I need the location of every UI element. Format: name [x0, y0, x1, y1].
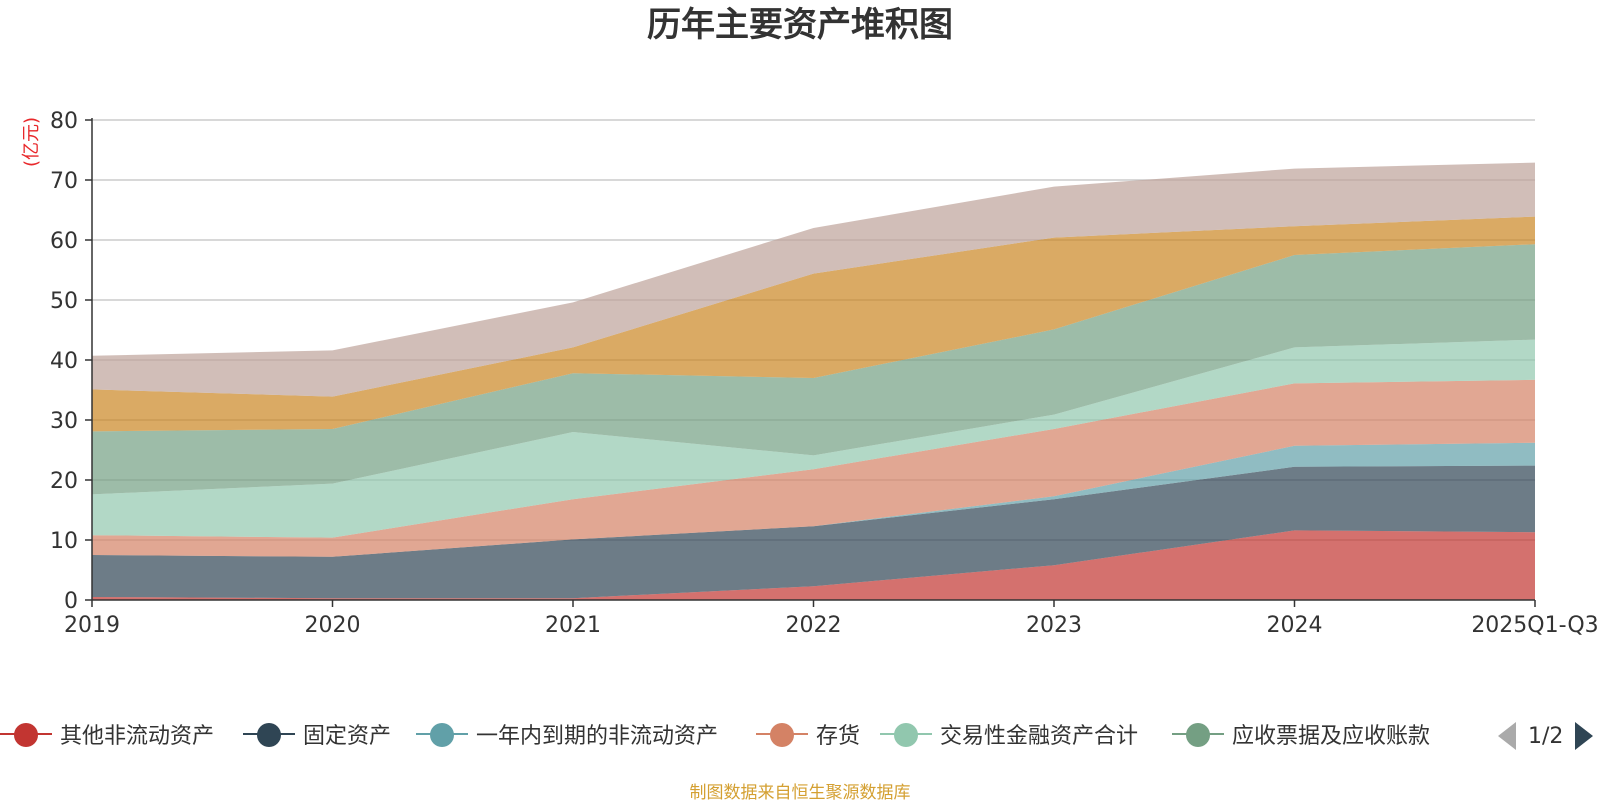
area-series-8[interactable]	[92, 162, 1535, 397]
y-tick-label: 60	[50, 229, 78, 254]
legend-label: 固定资产	[303, 724, 392, 749]
y-tick-label: 80	[50, 109, 78, 134]
legend-marker-icon	[0, 714, 52, 754]
y-axis-unit-label: (亿元)	[21, 117, 42, 167]
legend: 其他非流动资产 固定资产 一年内到期的非流动资产 存货 交易性金融资产合计 应收…	[0, 714, 1600, 754]
legend-item-other-noncurrent-assets[interactable]: 其他非流动资产	[0, 714, 214, 754]
legend-marker-icon	[880, 714, 932, 754]
axes: 0 10 20 30 40 50 60 70 80 2019 2020 2021 2022 2023 202…	[50, 109, 1599, 638]
x-tick-label: 2019	[64, 613, 120, 638]
y-tick-label: 0	[64, 589, 78, 614]
legend-pager: 1/2	[1498, 718, 1594, 754]
legend-label: 其他非流动资产	[60, 724, 215, 749]
legend-marker-icon	[243, 714, 295, 754]
y-tick-label: 30	[50, 409, 78, 434]
x-tick-label: 2024	[1267, 613, 1323, 638]
x-tick-label: 2022	[786, 613, 842, 638]
y-tick-label: 40	[50, 349, 78, 374]
y-tick-label: 50	[50, 289, 78, 314]
x-tick-label: 2020	[305, 613, 361, 638]
area-series-5[interactable]	[92, 339, 1535, 538]
legend-label: 应收票据及应收账款	[1232, 724, 1431, 749]
legend-item-notes-accounts-receivable[interactable]: 应收票据及应收账款	[1172, 714, 1430, 754]
chart-plot: 0 10 20 30 40 50 60 70 80 2019 2020 2021 2022 2023 202…	[21, 109, 1599, 638]
y-tick-label: 70	[50, 169, 78, 194]
area-series-6[interactable]	[92, 244, 1535, 495]
area-series-2[interactable]	[92, 465, 1535, 599]
legend-label: 一年内到期的非流动资产	[476, 724, 719, 749]
area-series-3[interactable]	[92, 442, 1535, 557]
legend-next-page-icon[interactable]	[1575, 722, 1594, 750]
x-tick-label: 2023	[1026, 613, 1082, 638]
area-series-1[interactable]	[92, 530, 1535, 600]
legend-marker-icon	[756, 714, 808, 754]
legend-item-current-portion-noncurrent-assets[interactable]: 一年内到期的非流动资产	[416, 714, 718, 754]
chart-title: 历年主要资产堆积图	[647, 5, 953, 45]
legend-item-fixed-assets[interactable]: 固定资产	[243, 714, 391, 754]
legend-label: 存货	[816, 724, 861, 749]
source-note: 制图数据来自恒生聚源数据库	[689, 783, 911, 803]
legend-item-inventory[interactable]: 存货	[756, 714, 860, 754]
area-series-7[interactable]	[92, 216, 1535, 432]
x-tick-label: 2021	[545, 613, 601, 638]
x-tick-label: 2025Q1-Q3	[1471, 613, 1598, 638]
legend-marker-icon	[416, 714, 468, 754]
area-series	[92, 162, 1535, 600]
legend-prev-page-icon[interactable]	[1498, 722, 1516, 750]
area-series-4[interactable]	[92, 379, 1535, 557]
legend-page-indicator: 1/2	[1528, 723, 1564, 749]
y-tick-label: 10	[50, 529, 78, 554]
y-tick-label: 20	[50, 469, 78, 494]
legend-item-trading-financial-assets[interactable]: 交易性金融资产合计	[880, 714, 1138, 754]
legend-label: 交易性金融资产合计	[940, 724, 1139, 749]
legend-marker-icon	[1172, 714, 1224, 754]
